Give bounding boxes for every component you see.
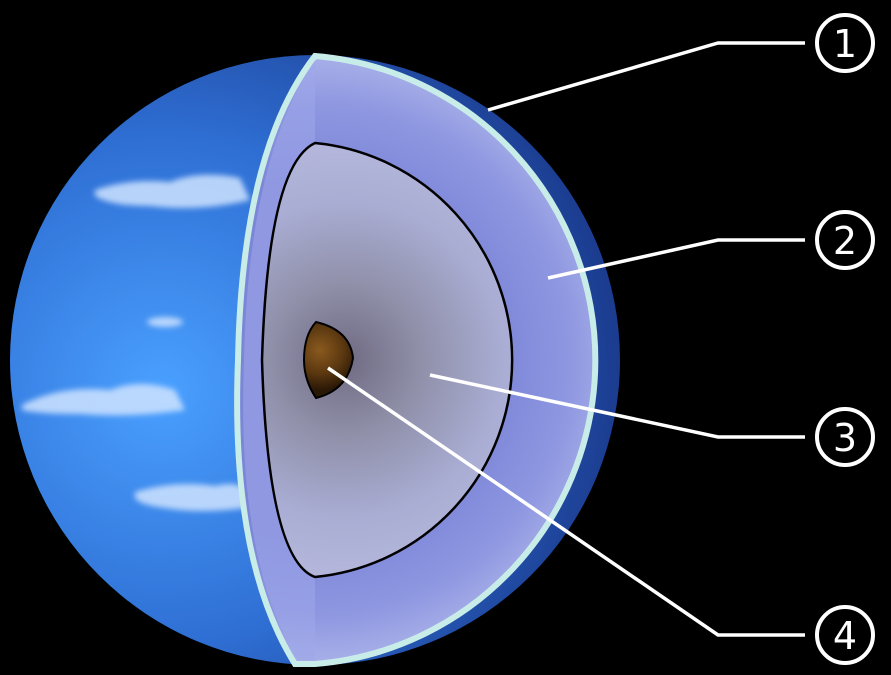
callout-label-4: 4: [833, 614, 857, 658]
callout-line-4: [327, 366, 805, 637]
callout-marker-2: 2: [815, 210, 875, 270]
mantle-layer: [260, 141, 514, 579]
callout-line-1: [487, 41, 805, 112]
callout-marker-1: 1: [815, 13, 875, 73]
callout-label-3: 3: [833, 416, 857, 460]
callout-label-1: 1: [833, 22, 857, 66]
callout-line-2: [547, 238, 805, 280]
planet-core-icon: [302, 320, 355, 400]
callout-line-3: [429, 373, 805, 439]
callout-marker-3: 3: [815, 407, 875, 467]
callout-label-2: 2: [833, 219, 857, 263]
cloud-icon: [22, 174, 250, 511]
callout-marker-4: 4: [815, 605, 875, 665]
callout-lines: [327, 41, 805, 637]
